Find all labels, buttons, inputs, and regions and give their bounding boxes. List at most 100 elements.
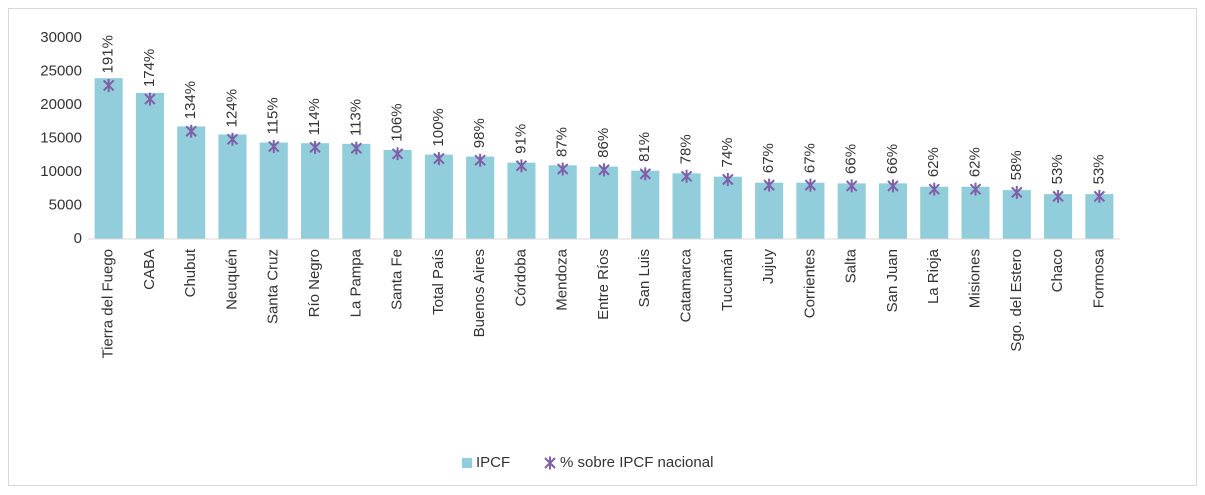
marker [845, 179, 858, 193]
marker [1052, 189, 1064, 203]
x-tick-label: Tierra del Fuego [100, 249, 117, 359]
marker [928, 182, 940, 196]
x-tick-label: Santa Fe [389, 249, 406, 310]
data-label: 53% [1049, 154, 1066, 184]
bar [301, 143, 330, 239]
x-tick-label: Neuquén [223, 249, 240, 310]
bar [94, 78, 123, 239]
bar [755, 182, 784, 239]
bar [177, 126, 206, 239]
marker [557, 162, 569, 176]
marker [639, 167, 651, 181]
data-label: 174% [141, 49, 158, 87]
marker [969, 182, 982, 196]
data-label: 91% [512, 124, 529, 154]
marker [763, 178, 775, 192]
data-label: 67% [760, 143, 777, 173]
data-label: 78% [678, 134, 695, 164]
x-tick-label: CABA [141, 249, 158, 290]
bar [342, 143, 371, 239]
bar [466, 156, 495, 239]
marker [350, 141, 363, 155]
y-tick-label: 10000 [40, 163, 82, 180]
data-label: 58% [1008, 150, 1025, 180]
x-tick-label: La Pampa [347, 248, 364, 317]
x-tick-label: Buenos Aires [471, 249, 488, 337]
data-label: 113% [347, 99, 364, 136]
chart-border [8, 8, 1197, 486]
marker [887, 179, 899, 193]
legend-label: % sobre IPCF nacional [560, 454, 713, 471]
x-tick-label: San Juan [884, 249, 901, 312]
marker [226, 132, 239, 146]
data-label: 98% [471, 118, 488, 148]
data-label: 87% [554, 127, 571, 157]
bar [507, 162, 536, 239]
x-tick-label: Total País [430, 249, 447, 315]
x-tick-label: Entre Ríos [595, 249, 612, 320]
bar [135, 92, 164, 239]
y-tick-label: 0 [74, 230, 82, 247]
data-label: 53% [1090, 154, 1107, 184]
marker [1011, 185, 1023, 199]
marker [1093, 189, 1106, 203]
marker [268, 140, 280, 154]
x-tick-label: Formosa [1090, 248, 1107, 308]
data-label: 191% [100, 35, 117, 73]
marker [474, 153, 486, 167]
marker [102, 78, 115, 92]
marker [598, 163, 610, 177]
x-tick-label: Misiones [966, 249, 983, 308]
data-label: 124% [223, 89, 240, 127]
data-label: 74% [719, 137, 736, 167]
data-label: 106% [389, 103, 406, 141]
data-label: 62% [966, 147, 983, 177]
bar [878, 183, 907, 239]
bar [218, 134, 247, 239]
data-label: 66% [884, 144, 901, 174]
data-label: 62% [925, 147, 942, 177]
x-tick-label: Córdoba [512, 248, 529, 306]
y-tick-label: 20000 [40, 96, 82, 113]
x-tick-label: Chaco [1049, 249, 1066, 292]
data-label: 86% [595, 128, 612, 158]
x-tick-label: Catamarca [678, 248, 695, 322]
data-label: 114% [306, 98, 323, 135]
marker [722, 173, 734, 187]
legend-marker [544, 456, 556, 470]
y-tick-label: 30000 [40, 29, 82, 46]
bar [589, 166, 619, 239]
marker [391, 147, 404, 161]
legend-swatch [462, 458, 472, 468]
marker [804, 178, 817, 192]
bar [424, 154, 453, 239]
y-tick-label: 5000 [49, 196, 82, 213]
bar [631, 170, 660, 239]
data-label: 81% [636, 132, 653, 162]
y-tick-label: 15000 [40, 129, 82, 146]
marker [680, 169, 693, 183]
y-tick-label: 25000 [40, 62, 82, 79]
marker [144, 92, 156, 106]
data-label: 134% [182, 81, 199, 119]
data-label: 115% [265, 97, 282, 134]
x-tick-label: Río Negro [306, 249, 323, 317]
bar [713, 176, 742, 239]
data-label: 100% [430, 108, 447, 146]
marker [309, 140, 321, 154]
legend-label: IPCF [476, 454, 510, 471]
x-tick-label: Tucumán [719, 249, 736, 311]
bar [837, 183, 866, 239]
x-tick-label: Sgo. del Estero [1008, 249, 1025, 352]
bar [672, 173, 701, 239]
x-tick-label: Jujuy [760, 249, 777, 285]
x-tick-label: Salta [843, 248, 860, 283]
bar [796, 182, 825, 239]
bar [548, 165, 577, 239]
marker [433, 152, 445, 166]
data-label: 66% [843, 144, 860, 174]
x-tick-label: Chubut [182, 248, 199, 297]
x-tick-label: San Luis [636, 249, 653, 307]
x-tick-label: Mendoza [554, 248, 571, 310]
